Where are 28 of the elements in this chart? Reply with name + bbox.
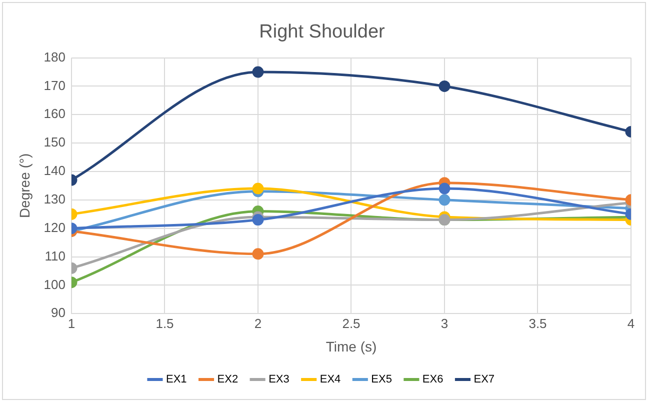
x-axis-title: Time (s)	[326, 338, 377, 354]
legend-label: EX1	[166, 374, 187, 386]
y-tick-label: 130	[44, 191, 66, 206]
y-tick-label: 110	[44, 248, 66, 264]
x-tick-label: 2.5	[342, 316, 360, 331]
y-tick-label: 90	[51, 305, 66, 320]
x-tick-label: 3.5	[528, 316, 547, 331]
y-tick-label: 180	[44, 49, 66, 64]
legend-label: EX2	[217, 374, 238, 386]
y-tick-label: 150	[44, 134, 66, 150]
y-axis-title: Degree (°)	[16, 153, 32, 218]
legend-label: EX3	[268, 374, 290, 386]
y-tick-label: 170	[44, 78, 66, 93]
legend-label: EX4	[320, 374, 341, 386]
y-tick-label: 160	[44, 106, 66, 122]
x-tick-label: 1.5	[156, 316, 174, 331]
x-tick-label: 1	[68, 316, 76, 331]
point	[438, 194, 450, 206]
legend-label: EX5	[371, 374, 392, 386]
x-tick-label: 3	[440, 316, 448, 331]
chart-title: Right Shoulder	[259, 22, 386, 43]
x-tick-label: 4	[627, 316, 635, 331]
y-tick-label: 100	[44, 276, 66, 292]
y-tick-label: 120	[44, 220, 66, 235]
y-tick-label: 140	[44, 163, 66, 178]
legend-label: EX7	[474, 374, 495, 386]
x-tick-label: 2	[254, 316, 262, 331]
legend-label: EX6	[422, 374, 444, 386]
